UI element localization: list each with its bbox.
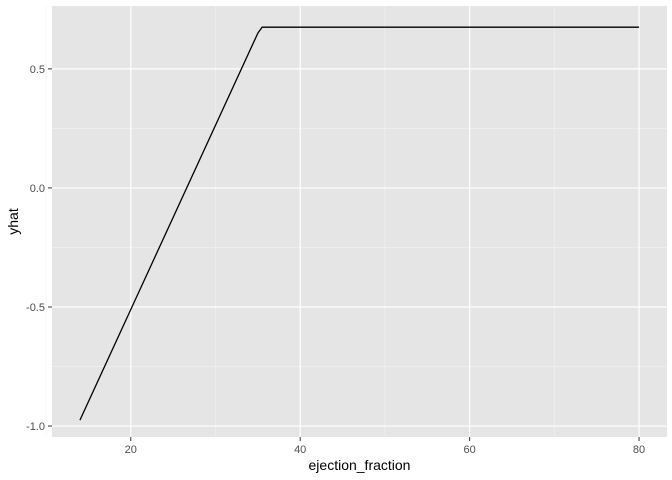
y-axis-title: yhat: [5, 208, 21, 235]
y-tick-label: -0.5: [26, 302, 45, 314]
series-layer: [79, 26, 640, 421]
y-axis: -1.0 -0.5 0.0 0.5: [26, 64, 52, 433]
x-tick-label: 60: [463, 444, 475, 456]
x-tick-label: 40: [294, 444, 306, 456]
minor-grid: [45, 6, 667, 437]
y-tick-label: -1.0: [26, 421, 45, 433]
x-axis: 20 40 60 80: [125, 437, 645, 456]
series-line-1: [79, 26, 640, 421]
plot-panel: [52, 6, 667, 437]
x-axis-title: ejection_fraction: [309, 457, 411, 473]
major-grid: [52, 6, 667, 437]
y-tick-label: 0.0: [30, 183, 45, 195]
x-tick-label: 80: [633, 444, 645, 456]
y-tick-label: 0.5: [30, 64, 45, 76]
x-tick-label: 20: [125, 444, 137, 456]
